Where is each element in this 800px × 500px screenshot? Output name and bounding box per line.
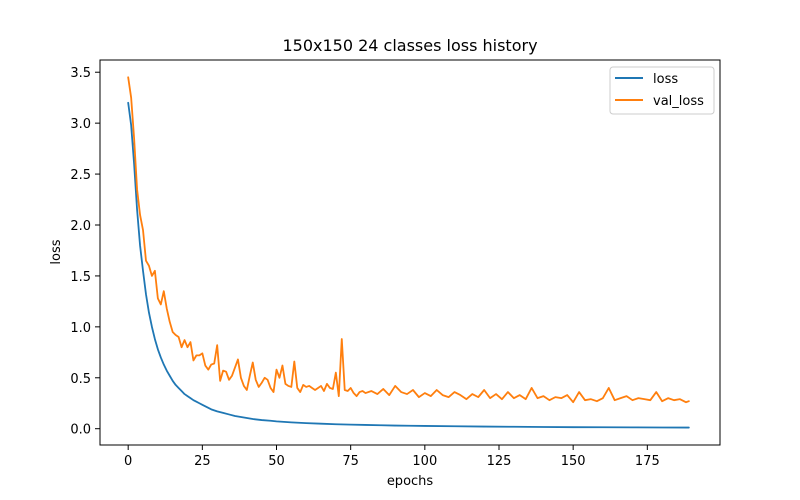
y-axis-ticks: 0.0 0.5 1.0 1.5 2.0 2.5 3.0 3.5 <box>70 66 100 438</box>
y-tick-label: 2.0 <box>70 219 91 234</box>
plot-area <box>100 60 720 445</box>
legend: loss val_loss <box>609 66 715 115</box>
x-tick-label: 150 <box>561 454 586 469</box>
x-axis-label: epochs <box>387 474 434 489</box>
y-tick-label: 0.0 <box>70 423 91 438</box>
y-tick-label: 1.5 <box>70 270 91 285</box>
legend-label-val-loss: val_loss <box>653 94 704 109</box>
chart-title: 150x150 24 classes loss history <box>282 36 537 55</box>
x-tick-label: 0 <box>124 454 132 469</box>
y-tick-label: 3.5 <box>70 66 91 81</box>
y-tick-label: 0.5 <box>70 372 91 387</box>
y-tick-label: 3.0 <box>70 117 91 132</box>
x-tick-label: 125 <box>487 454 512 469</box>
x-axis-ticks: 0 25 50 75 100 125 150 175 <box>124 445 660 469</box>
series-line-val-loss <box>127 76 690 404</box>
y-tick-label: 2.5 <box>70 168 91 183</box>
x-tick-label: 50 <box>268 454 285 469</box>
series-layer <box>127 76 690 429</box>
x-tick-label: 100 <box>412 454 437 469</box>
y-tick-label: 1.0 <box>70 321 91 336</box>
x-tick-label: 175 <box>635 454 660 469</box>
x-tick-label: 75 <box>342 454 359 469</box>
legend-label-loss: loss <box>653 72 678 87</box>
series-line-loss <box>127 101 690 429</box>
x-tick-label: 25 <box>194 454 211 469</box>
y-axis-label: loss <box>49 239 64 264</box>
plot-frame <box>99 59 721 446</box>
